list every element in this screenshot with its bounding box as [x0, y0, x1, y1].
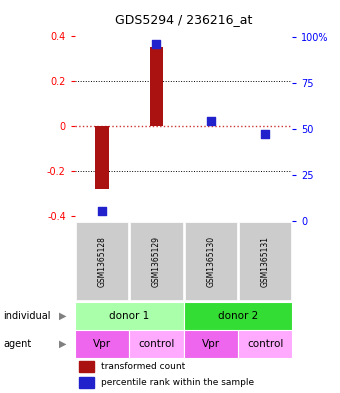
Bar [79, 361, 95, 372]
Text: control: control [138, 339, 174, 349]
Text: Vpr: Vpr [202, 339, 220, 349]
Title: GDS5294 / 236216_at: GDS5294 / 236216_at [115, 13, 252, 26]
Bar [95, 127, 109, 189]
Bar [204, 126, 218, 127]
Bar [150, 47, 163, 127]
Text: agent: agent [3, 339, 32, 349]
Text: donor 2: donor 2 [218, 311, 258, 321]
Text: transformed count: transformed count [101, 362, 185, 371]
Text: donor 1: donor 1 [109, 311, 149, 321]
Bar [75, 330, 129, 358]
Bar [130, 222, 183, 300]
Point [99, 208, 105, 214]
Point [154, 40, 159, 47]
Bar [75, 302, 184, 330]
Text: GSM1365130: GSM1365130 [206, 236, 215, 287]
Bar [184, 330, 238, 358]
Text: ▶: ▶ [59, 339, 66, 349]
Text: percentile rank within the sample: percentile rank within the sample [101, 378, 254, 387]
Point [208, 118, 214, 124]
Bar [76, 222, 128, 300]
Text: GSM1365128: GSM1365128 [98, 236, 106, 287]
Bar [79, 377, 95, 388]
Bar [184, 302, 292, 330]
Bar [185, 222, 237, 300]
Text: Vpr: Vpr [93, 339, 111, 349]
Text: ▶: ▶ [59, 311, 66, 321]
Text: control: control [247, 339, 283, 349]
Text: GSM1365129: GSM1365129 [152, 236, 161, 287]
Bar [239, 222, 291, 300]
Bar [129, 330, 184, 358]
Text: GSM1365131: GSM1365131 [261, 236, 270, 287]
Bar [238, 330, 292, 358]
Point [262, 130, 268, 137]
Text: individual: individual [3, 311, 51, 321]
